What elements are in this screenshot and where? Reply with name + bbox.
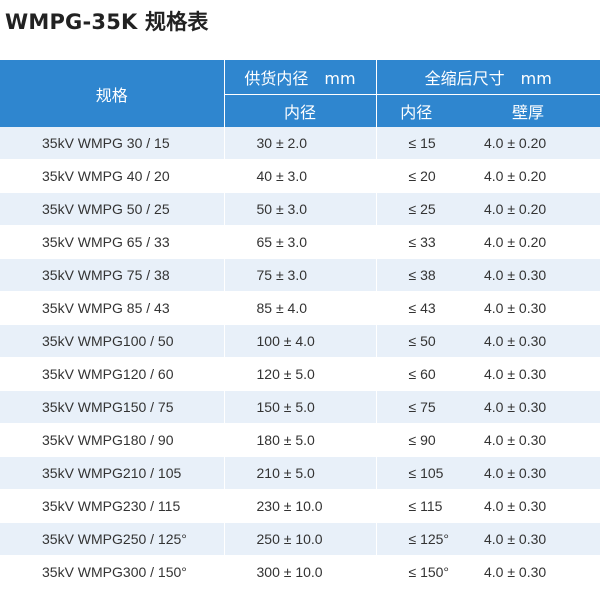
cell-wall-thickness: 4.0 ± 0.30: [456, 423, 600, 457]
cell-supply-inner-diameter: 65 ± 3.0: [223, 225, 376, 259]
cell-spec: 35kV WMPG 30 / 15: [0, 127, 224, 160]
cell-supply-inner-diameter: 250 ± 10.0: [223, 522, 376, 556]
table-row: 35kV WMPG 65 / 33 65 ± 3.0 ≤ 33 4.0 ± 0.20: [0, 225, 600, 259]
table-row: 35kV WMPG120 / 60 120 ± 5.0 ≤ 60 4.0 ± 0.30: [0, 357, 600, 391]
cell-wall-thickness: 4.0 ± 0.30: [456, 522, 600, 556]
cell-supply-inner-diameter: 210 ± 5.0: [223, 456, 376, 490]
cell-spec: 35kV WMPG100 / 50: [0, 324, 224, 358]
cell-wall-thickness: 4.0 ± 0.30: [456, 258, 600, 292]
cell-wall-thickness: 4.0 ± 0.20: [456, 192, 600, 226]
cell-shrunk-inner-diameter: ≤ 75: [375, 390, 456, 424]
cell-spec: 35kV WMPG 50 / 25: [0, 192, 224, 226]
cell-shrunk-inner-diameter: ≤ 33: [375, 225, 456, 259]
cell-spec: 35kV WMPG250 / 125°: [0, 522, 224, 556]
cell-spec: 35kV WMPG300 / 150°: [0, 555, 224, 589]
header-shrunk-inner-diameter: 内径: [375, 94, 456, 127]
cell-supply-inner-diameter: 100 ± 4.0: [223, 324, 376, 358]
header-supply-group: 供货内径 mm: [223, 60, 376, 95]
table-row: 35kV WMPG100 / 50 100 ± 4.0 ≤ 50 4.0 ± 0.30: [0, 324, 600, 358]
page-title: WMPG-35K 规格表: [5, 10, 209, 34]
table-row: 35kV WMPG 50 / 25 50 ± 3.0 ≤ 25 4.0 ± 0.20: [0, 192, 600, 226]
table-row: 35kV WMPG300 / 150° 300 ± 10.0 ≤ 150° 4.0 ±…: [0, 555, 600, 589]
cell-wall-thickness: 4.0 ± 0.30: [456, 291, 600, 325]
cell-supply-inner-diameter: 230 ± 10.0: [223, 489, 376, 523]
cell-supply-inner-diameter: 40 ± 3.0: [223, 159, 376, 193]
cell-shrunk-inner-diameter: ≤ 43: [375, 291, 456, 325]
cell-spec: 35kV WMPG230 / 115: [0, 489, 224, 523]
cell-supply-inner-diameter: 180 ± 5.0: [223, 423, 376, 457]
cell-wall-thickness: 4.0 ± 0.30: [456, 489, 600, 523]
spec-table: 规格 供货内径 mm 全缩后尺寸 mm 内径 内径 壁厚 35kV WMPG 3…: [0, 60, 600, 589]
cell-spec: 35kV WMPG 75 / 38: [0, 258, 224, 292]
cell-spec: 35kV WMPG120 / 60: [0, 357, 224, 391]
table-row: 35kV WMPG150 / 75 150 ± 5.0 ≤ 75 4.0 ± 0.30: [0, 390, 600, 424]
cell-shrunk-inner-diameter: ≤ 20: [375, 159, 456, 193]
cell-wall-thickness: 4.0 ± 0.30: [456, 555, 600, 589]
cell-wall-thickness: 4.0 ± 0.30: [456, 456, 600, 490]
cell-spec: 35kV WMPG180 / 90: [0, 423, 224, 457]
cell-supply-inner-diameter: 85 ± 4.0: [223, 291, 376, 325]
header-shrunk-wall-thickness: 壁厚: [456, 94, 600, 127]
cell-wall-thickness: 4.0 ± 0.20: [456, 225, 600, 259]
cell-wall-thickness: 4.0 ± 0.30: [456, 390, 600, 424]
table-row: 35kV WMPG 30 / 15 30 ± 2.0 ≤ 15 4.0 ± 0.20: [0, 127, 600, 160]
cell-shrunk-inner-diameter: ≤ 25: [375, 192, 456, 226]
cell-supply-inner-diameter: 50 ± 3.0: [223, 192, 376, 226]
cell-wall-thickness: 4.0 ± 0.30: [456, 357, 600, 391]
header-supply-inner-diameter: 内径: [223, 94, 376, 127]
cell-shrunk-inner-diameter: ≤ 38: [375, 258, 456, 292]
table-row: 35kV WMPG 75 / 38 75 ± 3.0 ≤ 38 4.0 ± 0.30: [0, 258, 600, 292]
header-shrunk-group: 全缩后尺寸 mm: [375, 60, 600, 95]
cell-wall-thickness: 4.0 ± 0.20: [456, 127, 600, 160]
cell-shrunk-inner-diameter: ≤ 90: [375, 423, 456, 457]
cell-supply-inner-diameter: 120 ± 5.0: [223, 357, 376, 391]
header-spec: 规格: [0, 60, 224, 127]
cell-spec: 35kV WMPG150 / 75: [0, 390, 224, 424]
cell-spec: 35kV WMPG 65 / 33: [0, 225, 224, 259]
cell-shrunk-inner-diameter: ≤ 105: [375, 456, 456, 490]
cell-wall-thickness: 4.0 ± 0.20: [456, 159, 600, 193]
cell-shrunk-inner-diameter: ≤ 125°: [375, 522, 456, 556]
table-row: 35kV WMPG230 / 115 230 ± 10.0 ≤ 115 4.0 ± 0…: [0, 489, 600, 523]
cell-supply-inner-diameter: 75 ± 3.0: [223, 258, 376, 292]
table-row: 35kV WMPG250 / 125° 250 ± 10.0 ≤ 125° 4.0 ±…: [0, 522, 600, 556]
cell-shrunk-inner-diameter: ≤ 150°: [375, 555, 456, 589]
table-subheader-row: 内径 内径 壁厚: [0, 94, 600, 127]
cell-wall-thickness: 4.0 ± 0.30: [456, 324, 600, 358]
table-row: 35kV WMPG180 / 90 180 ± 5.0 ≤ 90 4.0 ± 0.30: [0, 423, 600, 457]
cell-supply-inner-diameter: 150 ± 5.0: [223, 390, 376, 424]
cell-shrunk-inner-diameter: ≤ 50: [375, 324, 456, 358]
table-row: 35kV WMPG 85 / 43 85 ± 4.0 ≤ 43 4.0 ± 0.30: [0, 291, 600, 325]
cell-spec: 35kV WMPG210 / 105: [0, 456, 224, 490]
cell-supply-inner-diameter: 30 ± 2.0: [223, 127, 376, 160]
cell-spec: 35kV WMPG 85 / 43: [0, 291, 224, 325]
table-row: 35kV WMPG 40 / 20 40 ± 3.0 ≤ 20 4.0 ± 0.20: [0, 159, 600, 193]
cell-spec: 35kV WMPG 40 / 20: [0, 159, 224, 193]
cell-shrunk-inner-diameter: ≤ 115: [375, 489, 456, 523]
table-body: 35kV WMPG 30 / 15 30 ± 2.0 ≤ 15 4.0 ± 0.20 3…: [0, 127, 600, 589]
cell-shrunk-inner-diameter: ≤ 15: [375, 127, 456, 160]
cell-supply-inner-diameter: 300 ± 10.0: [223, 555, 376, 589]
table-row: 35kV WMPG210 / 105 210 ± 5.0 ≤ 105 4.0 ± 0.…: [0, 456, 600, 490]
cell-shrunk-inner-diameter: ≤ 60: [375, 357, 456, 391]
table-header-row: 规格 供货内径 mm 全缩后尺寸 mm: [0, 60, 600, 127]
